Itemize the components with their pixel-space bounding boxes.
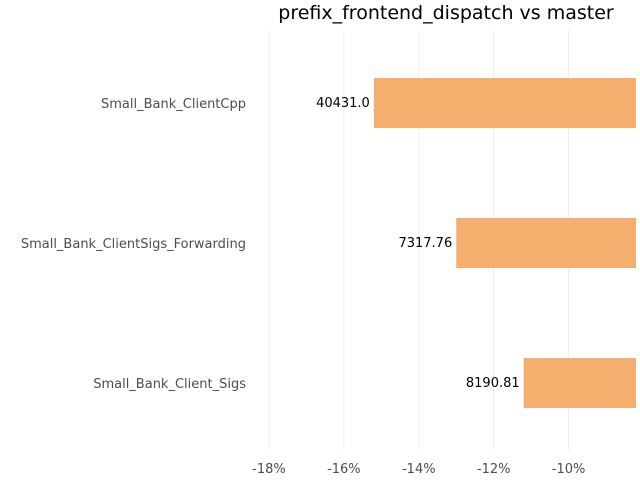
bar [373,78,636,128]
data-label: 40431.0 [316,96,370,111]
bar [523,358,636,408]
x-tick-label: -16% [327,462,361,477]
category-label: Small_Bank_ClientSigs_Forwarding [21,237,246,252]
label-layer: Small_Bank_ClientCpp 40431.0 Small_Bank_Cl… [21,96,520,392]
category-label: Small_Bank_ClientCpp [101,97,246,112]
category-label: Small_Bank_Client_Sigs [93,377,246,392]
x-axis-ticks: -18% -16% -14% -12% -10% [252,462,585,477]
x-tick-label: -12% [477,462,511,477]
data-label: 7317.76 [398,236,452,251]
x-tick-label: -18% [252,462,286,477]
chart-title: prefix_frontend_dispatch vs master [278,2,614,24]
bar-layer [373,78,636,408]
data-label: 8190.81 [466,376,520,391]
bar [456,218,636,268]
x-tick-label: -10% [552,462,586,477]
x-tick-label: -14% [402,462,436,477]
